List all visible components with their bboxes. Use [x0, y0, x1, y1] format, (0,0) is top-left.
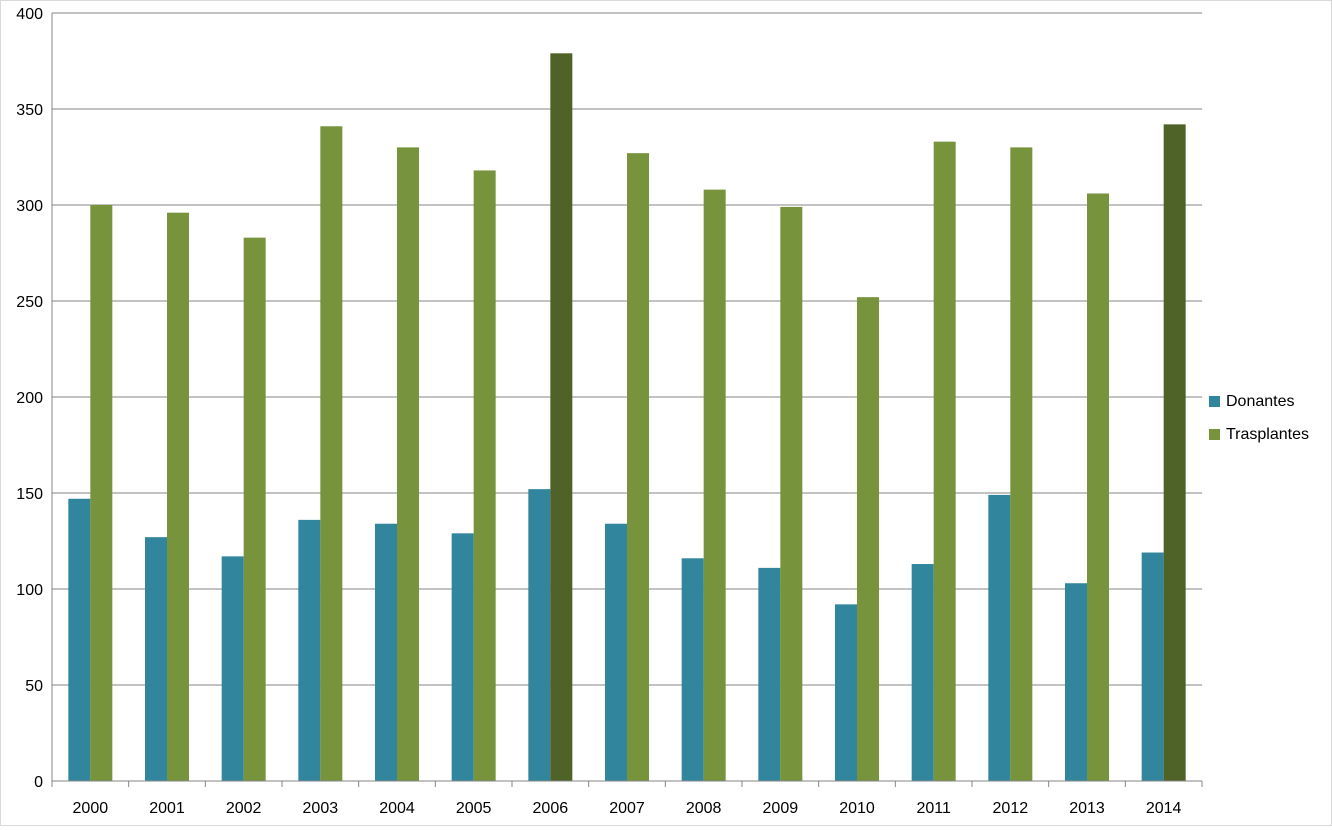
x-tick-label-2000: 2000 [73, 800, 109, 817]
x-tick-label-2008: 2008 [686, 800, 722, 817]
bar-trasplantes-2012 [1010, 147, 1033, 781]
bar-trasplantes-2011 [933, 141, 956, 781]
x-tick-label-2010: 2010 [839, 800, 875, 817]
bar-donantes-2009 [758, 567, 781, 781]
bar-donantes-2006 [528, 489, 551, 781]
bar-donantes-2003 [298, 519, 321, 781]
bar-donantes-2005 [451, 533, 474, 781]
y-tick-label-100: 100 [16, 582, 43, 599]
bar-donantes-2011 [911, 564, 934, 781]
x-tick-label-2007: 2007 [609, 800, 645, 817]
x-tick-label-2014: 2014 [1146, 800, 1182, 817]
bar-donantes-2013 [1065, 583, 1087, 781]
bar-trasplantes-2001 [167, 212, 189, 781]
x-axis-tick-labels: 2000 2001 2002 2003 2004 2005 2006 2007 2008 2009… [73, 800, 1182, 817]
x-tick-label-2006: 2006 [533, 800, 569, 817]
y-axis-tick-labels: 0 50 100 150 200 250 300 350 400 [16, 6, 43, 791]
y-tick-label-200: 200 [16, 390, 43, 407]
y-tick-label-50: 50 [25, 678, 43, 695]
legend-swatch-trasplantes [1209, 429, 1220, 440]
y-tick-label-150: 150 [16, 486, 43, 503]
y-tick-label-300: 300 [16, 198, 43, 215]
x-tick-label-2012: 2012 [993, 800, 1029, 817]
bar-donantes-2008 [681, 558, 704, 781]
axes [51, 13, 1203, 787]
bar-donantes-2002 [221, 556, 244, 781]
x-tick-label-2003: 2003 [303, 800, 339, 817]
legend-item-trasplantes: Trasplantes [1209, 418, 1309, 451]
x-tick-label-2004: 2004 [379, 800, 415, 817]
x-tick-label-2002: 2002 [226, 800, 262, 817]
x-tick-label-2001: 2001 [149, 800, 185, 817]
legend: Donantes Trasplantes [1209, 385, 1309, 451]
bar-donantes-2001 [145, 537, 167, 781]
bar-trasplantes-2006 [550, 53, 573, 781]
x-tick-label-2009: 2009 [763, 800, 799, 817]
x-tick-label-2013: 2013 [1069, 800, 1105, 817]
legend-swatch-donantes [1209, 396, 1220, 407]
bar-donantes-2014 [1141, 552, 1164, 781]
bar-trasplantes-2002 [243, 237, 266, 781]
y-tick-label-350: 350 [16, 102, 43, 119]
bar-trasplantes-2013 [1087, 193, 1109, 782]
legend-label-donantes: Donantes [1226, 392, 1295, 410]
bar-trasplantes-2004 [397, 147, 419, 781]
bar-trasplantes-2000 [90, 205, 113, 781]
y-tick-label-250: 250 [16, 294, 43, 311]
bar-donantes-2007 [605, 523, 627, 781]
bar-trasplantes-2005 [473, 170, 496, 781]
bar-trasplantes-2010 [857, 297, 879, 781]
bar-donantes-2012 [988, 494, 1011, 781]
y-tick-label-400: 400 [16, 6, 43, 23]
legend-label-trasplantes: Trasplantes [1226, 425, 1309, 443]
bar-trasplantes-2014 [1163, 124, 1186, 782]
bar-donantes-2004 [375, 523, 397, 781]
bar-trasplantes-2003 [320, 126, 343, 781]
bar-donantes-2010 [835, 604, 857, 781]
x-tick-label-2005: 2005 [456, 800, 492, 817]
bar-trasplantes-2009 [780, 206, 803, 782]
bar-donantes-2000 [68, 498, 91, 781]
x-tick-label-2011: 2011 [916, 800, 951, 817]
bar-trasplantes-2008 [703, 189, 726, 781]
bar-trasplantes-2007 [627, 153, 649, 781]
legend-item-donantes: Donantes [1209, 385, 1309, 418]
bars [68, 53, 1186, 782]
y-tick-label-0: 0 [34, 774, 43, 791]
